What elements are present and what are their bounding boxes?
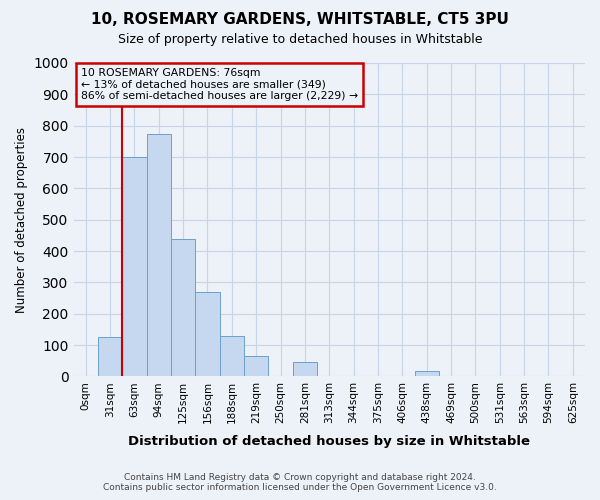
- X-axis label: Distribution of detached houses by size in Whitstable: Distribution of detached houses by size …: [128, 434, 530, 448]
- Bar: [196, 292, 220, 376]
- Text: Size of property relative to detached houses in Whitstable: Size of property relative to detached ho…: [118, 32, 482, 46]
- Y-axis label: Number of detached properties: Number of detached properties: [15, 126, 28, 312]
- Bar: [415, 371, 439, 376]
- Bar: [171, 238, 196, 376]
- Bar: [220, 336, 244, 376]
- Text: 10 ROSEMARY GARDENS: 76sqm
← 13% of detached houses are smaller (349)
86% of sem: 10 ROSEMARY GARDENS: 76sqm ← 13% of deta…: [81, 68, 358, 101]
- Bar: [244, 356, 268, 376]
- Bar: [98, 337, 122, 376]
- Text: 10, ROSEMARY GARDENS, WHITSTABLE, CT5 3PU: 10, ROSEMARY GARDENS, WHITSTABLE, CT5 3P…: [91, 12, 509, 28]
- Bar: [122, 157, 146, 376]
- Bar: [293, 362, 317, 376]
- Bar: [146, 134, 171, 376]
- Text: Contains HM Land Registry data © Crown copyright and database right 2024.
Contai: Contains HM Land Registry data © Crown c…: [103, 473, 497, 492]
